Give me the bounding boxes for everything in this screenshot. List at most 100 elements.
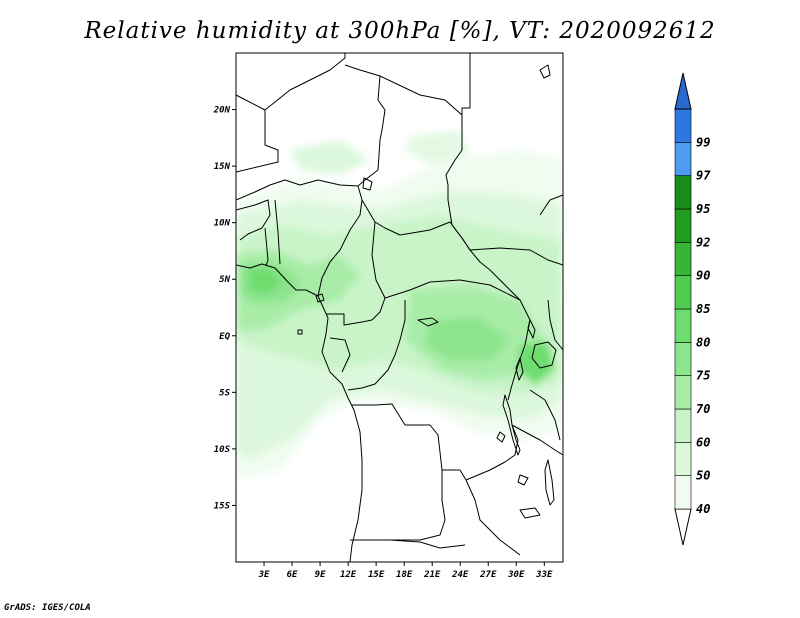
border-angola-zambia	[390, 470, 446, 541]
colorbar-segment	[674, 308, 692, 343]
border-niger-algeria	[264, 53, 346, 111]
colorbar-label: 70	[696, 402, 710, 416]
sao-tome	[297, 329, 303, 335]
border-gabon-congo	[326, 313, 373, 326]
rh-75-central-region	[425, 318, 510, 360]
lake-albert	[527, 319, 536, 339]
border-car-drc	[384, 279, 521, 301]
map-border	[235, 52, 564, 563]
colorbar-label: 92	[696, 235, 710, 249]
lake-bangweulu	[517, 474, 529, 486]
colorbar-label: 95	[696, 202, 710, 216]
colorbar-segment	[674, 242, 692, 276]
border-ghana-togo	[264, 227, 269, 267]
colorbar-segment	[674, 375, 692, 410]
border-libya-egypt	[461, 53, 471, 115]
border-cameroon-car	[371, 221, 386, 321]
border-burkina	[236, 199, 271, 241]
lake-malawi	[544, 459, 555, 506]
lat-tick-label: 15N	[214, 162, 231, 172]
lon-tick-label: 3E	[258, 570, 270, 580]
colorbar-label: 75	[696, 369, 710, 383]
wetland-congo	[417, 317, 439, 327]
colorbar-label: 99	[696, 135, 710, 149]
west-coastline	[236, 263, 363, 562]
colorbar-segment	[674, 342, 692, 376]
colorbar-segment	[674, 408, 692, 443]
border-tanzania	[511, 424, 563, 456]
lake-kivu	[515, 357, 524, 381]
border-congo-drc	[347, 300, 406, 391]
lake-victoria	[531, 341, 557, 369]
rh-80-region	[248, 268, 282, 295]
colorbar-segment	[674, 108, 692, 143]
lat-tick-label: 20N	[213, 106, 231, 116]
border-gabon-south	[329, 337, 351, 373]
lon-tick-label: 15E	[368, 570, 385, 580]
border-niger-nigeria	[236, 179, 359, 201]
colorbar-label: 80	[696, 335, 710, 349]
colorbar-label: 50	[696, 469, 710, 483]
border-drc-angola	[352, 403, 467, 481]
colorbar-label: 60	[696, 435, 710, 449]
border-angola-namibia	[350, 539, 466, 549]
colorbar-label: 85	[696, 302, 710, 316]
border-ethiopia	[539, 194, 563, 216]
lat-axis: 20N 15N 10N 5N EQ 5S 10S 15S	[213, 106, 236, 511]
map-title: Relative humidity at 300hPa [%], VT: 202…	[84, 18, 716, 44]
lon-axis: 3E 6E 9E 12E 15E 18E 21E 24E 27E 30E 33E	[258, 562, 553, 580]
border-libya-sudan	[379, 75, 463, 116]
colorbar-bottom-arrow	[674, 508, 692, 546]
lat-tick-label: 10N	[214, 219, 231, 229]
border-car-sudan	[461, 237, 521, 301]
lat-tick-label: 10S	[214, 445, 231, 455]
colorbar-label: 90	[696, 269, 710, 283]
humidity-shading	[236, 130, 563, 480]
lake-chad	[362, 177, 373, 191]
lake-kariba	[519, 507, 541, 519]
lon-tick-label: 9E	[315, 570, 326, 580]
lon-tick-label: 30E	[507, 570, 525, 580]
colorbar-segment	[674, 475, 692, 510]
lon-tick-label: 33E	[535, 570, 553, 580]
lake-mweru	[496, 431, 506, 443]
grads-credit: GrADS: IGES/COLA	[4, 603, 91, 613]
bioko-island	[315, 293, 325, 303]
border-drc-zambia	[465, 424, 519, 481]
border-uganda-kenya	[547, 299, 563, 351]
lake-tanganyika	[502, 394, 521, 456]
colorbar-segment	[674, 442, 692, 476]
colorbar-segment	[674, 175, 692, 210]
lon-tick-label: 18E	[396, 570, 413, 580]
colorbar-label: 97	[696, 169, 711, 183]
lat-tick-label: EQ	[219, 332, 230, 342]
border-benin	[274, 199, 281, 265]
rh-50-north-region	[290, 140, 370, 175]
lat-tick-label: 5S	[219, 388, 230, 398]
colorbar-label: 40	[696, 502, 710, 516]
lon-tick-label: 24E	[451, 570, 469, 580]
border-libya-algeria	[344, 64, 386, 171]
border-nigeria-cameroon	[317, 185, 363, 297]
border-niger-chad	[357, 169, 379, 187]
rh-50-ne-region	[405, 130, 470, 165]
colorbar-segment	[674, 142, 692, 176]
colorbar-top-arrow	[674, 72, 692, 110]
lon-tick-label: 12E	[340, 570, 357, 580]
lat-tick-label: 5N	[219, 275, 230, 285]
border-sudan-south	[469, 247, 563, 266]
lake-north-east	[539, 64, 551, 79]
lon-tick-label: 21E	[423, 570, 441, 580]
border-algeria-mali	[236, 94, 279, 173]
colorbar: 40 50 60 70 75 80 85 90 92 95 97 99	[674, 72, 711, 546]
country-boundaries	[236, 53, 563, 562]
colorbar-segment	[674, 275, 692, 310]
border-drc-uganda	[507, 299, 531, 401]
lon-tick-label: 6E	[287, 570, 298, 580]
border-zambia-south	[465, 479, 521, 556]
lon-tick-label: 27E	[479, 570, 497, 580]
border-tanzania-east	[529, 389, 561, 441]
lat-tick-label: 15S	[214, 501, 231, 511]
colorbar-segment	[674, 208, 692, 243]
